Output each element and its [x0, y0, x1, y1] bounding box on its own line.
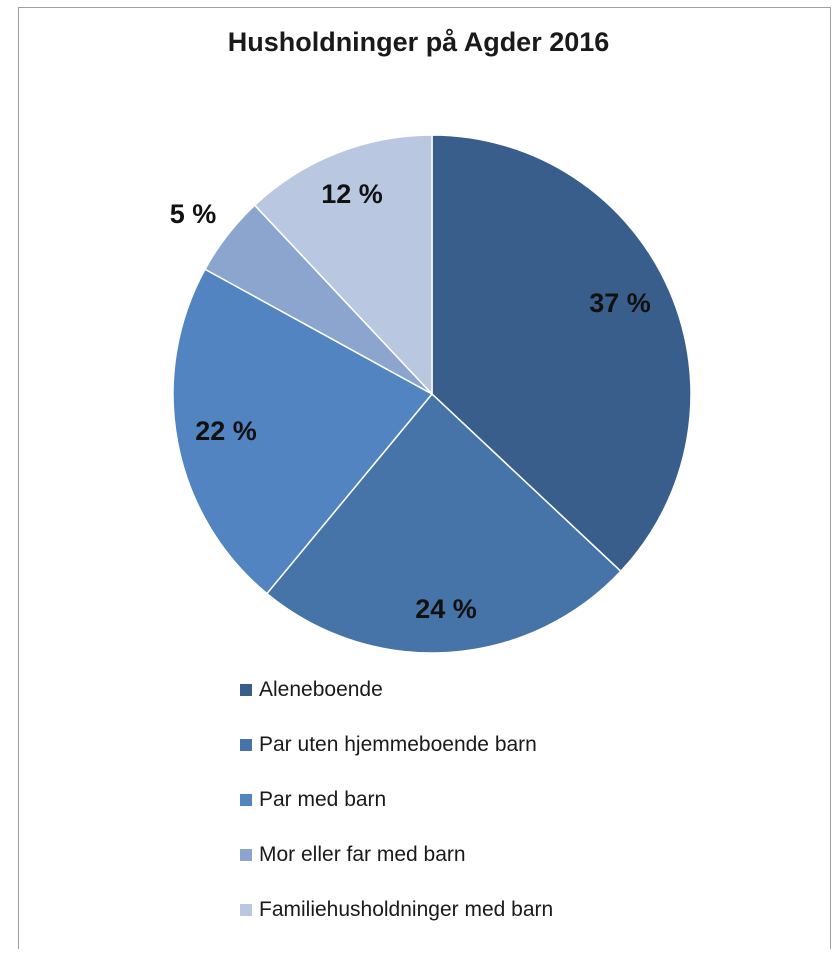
- legend-swatch: [240, 849, 252, 861]
- legend-label: Familiehusholdninger med barn: [259, 898, 554, 921]
- legend-swatch: [240, 739, 252, 751]
- legend-label: Par uten hjemmeboende barn: [259, 733, 537, 756]
- legend-label: Aleneboende: [259, 678, 383, 701]
- legend-swatch: [240, 794, 252, 806]
- legend-label: Par med barn: [259, 788, 387, 811]
- legend-swatch: [240, 904, 252, 916]
- slice-data-label: 5 %: [170, 199, 217, 229]
- legend-item: Familiehusholdninger med barn: [240, 896, 553, 924]
- pie-slice-1: [431, 134, 692, 573]
- legend-label: Mor eller far med barn: [259, 843, 466, 866]
- slice-data-label: 37 %: [589, 288, 651, 318]
- slice-data-label: 12 %: [321, 179, 383, 209]
- slice-data-label: 22 %: [195, 416, 257, 446]
- pie-slice-2: [265, 392, 622, 654]
- chart-title: Husholdninger på Agder 2016: [227, 27, 610, 57]
- legend-item: Par uten hjemmeboende barn: [240, 731, 553, 759]
- slice-data-label: 24 %: [415, 594, 477, 624]
- legend-swatch: [240, 684, 252, 696]
- legend-item: Par med barn: [240, 786, 553, 814]
- legend-item: Aleneboende: [240, 676, 553, 704]
- pie-chart: 37 % 24 % 22 % 5 % 12 %: [170, 134, 692, 654]
- pie-slice-3: [172, 268, 434, 595]
- legend: Aleneboende Par uten hjemmeboende barn Par…: [240, 676, 553, 951]
- legend-item: Mor eller far med barn: [240, 841, 553, 869]
- pie-slice-5: [253, 134, 433, 396]
